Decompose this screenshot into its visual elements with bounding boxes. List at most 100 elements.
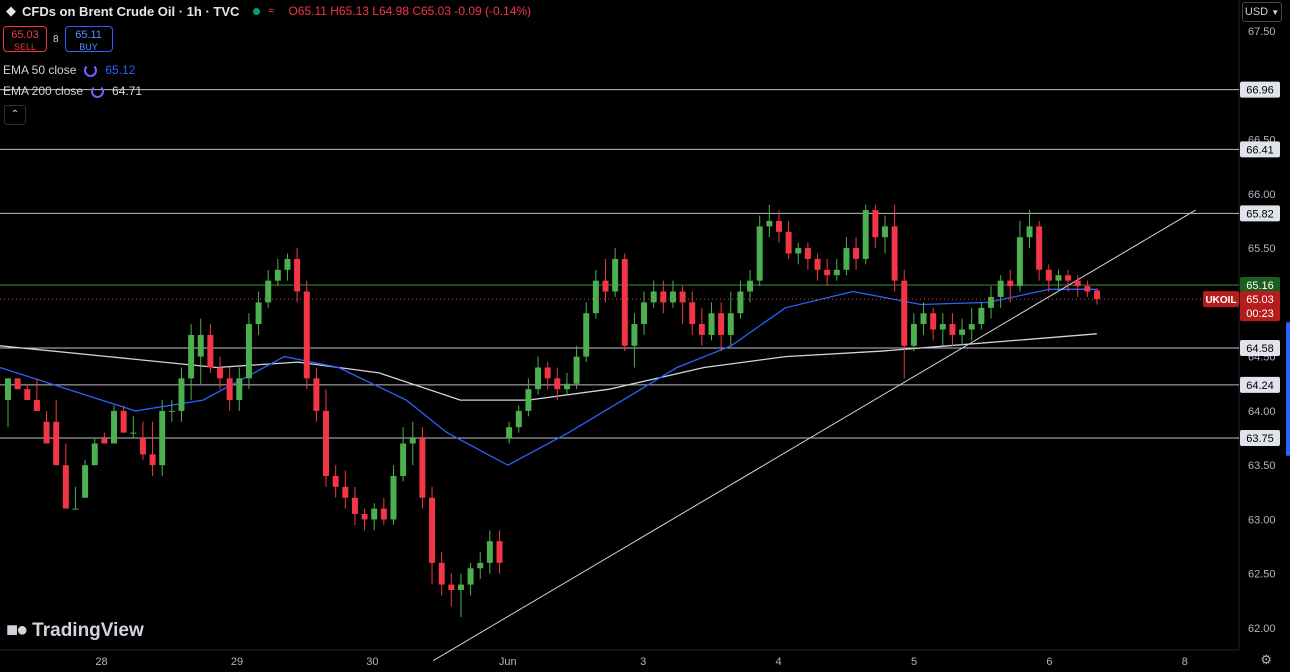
- candle-body: [43, 421, 50, 444]
- candle-body: [775, 220, 782, 232]
- candle-body: [351, 497, 358, 515]
- candle-body: [795, 248, 802, 254]
- candle: [583, 302, 590, 363]
- candle-body: [33, 400, 40, 411]
- candle-body: [245, 324, 252, 379]
- candle: [313, 367, 320, 422]
- candle: [515, 405, 522, 433]
- candle: [33, 378, 40, 411]
- sell-button[interactable]: 65.03 SELL: [3, 26, 47, 52]
- price-tag-value: 65.03: [1246, 294, 1274, 306]
- candle: [72, 486, 79, 510]
- candle-body: [939, 324, 946, 330]
- candle-body: [111, 410, 117, 444]
- market-status-icon: [253, 7, 261, 15]
- candle-body: [1007, 280, 1014, 287]
- candle: [862, 204, 869, 265]
- candle: [91, 438, 98, 466]
- candle: [62, 443, 69, 509]
- candle-body: [438, 562, 445, 585]
- candle-body: [689, 302, 696, 325]
- indicator-label: EMA 50 close: [3, 63, 77, 77]
- candle-body: [833, 269, 840, 276]
- x-tick-label: Jun: [499, 656, 517, 668]
- candle-body: [968, 324, 975, 330]
- candle: [766, 204, 773, 238]
- candle-body: [698, 324, 705, 335]
- level-tag: [1240, 430, 1280, 447]
- candle-body: [621, 258, 628, 346]
- candle-body: [120, 410, 127, 433]
- candle: [197, 318, 204, 384]
- indicator-value: 64.71: [112, 84, 143, 98]
- buy-button[interactable]: 65.11 BUY: [64, 26, 113, 52]
- collapse-indicators-button[interactable]: ⌃: [4, 105, 26, 125]
- ema200-line: [0, 333, 1097, 401]
- candle-body: [988, 296, 994, 308]
- candle-body: [563, 383, 570, 390]
- candle: [342, 470, 349, 509]
- gear-icon[interactable]: ⚙: [1260, 652, 1272, 667]
- y-tick-label: 62.00: [1248, 623, 1276, 635]
- candle: [718, 302, 725, 352]
- candle: [1094, 288, 1100, 305]
- x-tick-label: 8: [1182, 656, 1188, 668]
- candle: [621, 253, 628, 352]
- symbol-tag: [1203, 291, 1239, 308]
- candle: [660, 280, 667, 314]
- candle: [669, 280, 676, 308]
- candle-body: [583, 313, 590, 357]
- scroll-handle[interactable]: [1286, 322, 1290, 456]
- candle-body: [400, 443, 407, 477]
- candle-body: [930, 313, 937, 330]
- brand-name: TradingView: [32, 619, 144, 641]
- candle: [139, 421, 146, 460]
- candle: [53, 400, 60, 466]
- spread-value: 8: [53, 33, 59, 45]
- candle-body: [602, 280, 609, 292]
- candle: [486, 530, 493, 574]
- indicator-ema50[interactable]: EMA 50 close 65.12: [3, 63, 135, 77]
- candle-body: [168, 410, 175, 412]
- candle: [438, 552, 445, 596]
- level-tag-label: 66.41: [1246, 144, 1274, 156]
- candle: [814, 253, 821, 281]
- indicator-ema200[interactable]: EMA 200 close 64.71: [3, 84, 142, 98]
- candle-body: [217, 367, 224, 379]
- candle: [217, 356, 224, 390]
- candle: [708, 302, 715, 341]
- currency-select[interactable]: USD ▼: [1242, 2, 1282, 22]
- candle: [1026, 210, 1033, 249]
- sell-price: 65.03: [11, 29, 39, 41]
- chevron-down-icon: ▼: [1271, 8, 1280, 17]
- candle-body: [631, 324, 638, 346]
- candle: [351, 486, 358, 525]
- candle: [467, 562, 474, 596]
- x-tick-label: 29: [231, 656, 243, 668]
- candle-body: [1045, 269, 1052, 281]
- candle: [168, 400, 175, 422]
- candle-body: [881, 226, 888, 238]
- loading-icon: [84, 63, 98, 77]
- candle-body: [544, 367, 551, 379]
- candle: [429, 486, 436, 585]
- candle-body: [978, 307, 985, 325]
- candle-body: [650, 291, 657, 303]
- y-tick-label: 66.00: [1248, 189, 1276, 201]
- candle-body: [718, 313, 725, 335]
- candle-body: [390, 476, 397, 520]
- candle-body: [708, 313, 715, 335]
- candle-body: [891, 226, 898, 281]
- y-tick-label: 65.50: [1248, 243, 1276, 255]
- candle-body: [53, 421, 60, 466]
- candle: [881, 215, 888, 254]
- candle: [506, 421, 513, 444]
- candle: [159, 400, 166, 477]
- candle-body: [361, 514, 368, 520]
- symbol-title[interactable]: CFDs on Brent Crude Oil · 1h · TVC: [22, 3, 240, 19]
- candle: [997, 275, 1004, 308]
- candle: [409, 421, 416, 466]
- trade-buttons: 65.03 SELL 8 65.11 BUY: [3, 26, 113, 52]
- sell-label: SELL: [13, 42, 37, 52]
